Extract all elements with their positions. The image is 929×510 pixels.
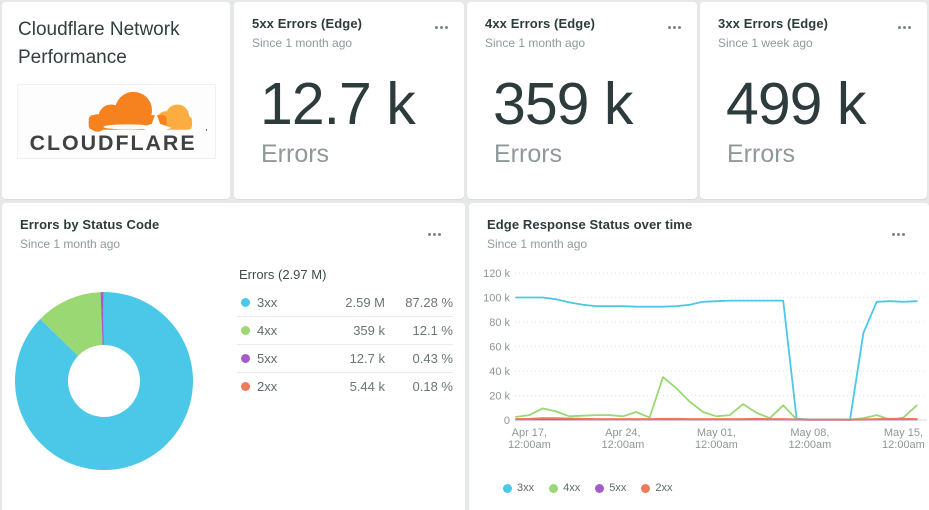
metric-value: 359 k	[493, 71, 633, 137]
x-axis-tick-label: Apr 24, 12:00am	[601, 427, 644, 451]
donut-slice-2xx[interactable]	[102, 292, 104, 346]
metric-card-5xx: 5xx Errors (Edge) Since 1 month ago 12.7…	[234, 2, 464, 199]
errors-by-status-card: Errors by Status Code Since 1 month ago …	[2, 203, 465, 510]
card-title: 5xx Errors (Edge)	[252, 16, 363, 31]
y-axis-tick-label: 0	[504, 415, 510, 427]
header-card: Cloudflare Network Performance CLOUDFLAR…	[2, 2, 230, 199]
facet-value: 5.44 k	[349, 379, 385, 394]
series-line-3xx[interactable]	[515, 296, 918, 421]
x-axis-tick-label: May 01, 12:00am	[695, 427, 738, 451]
logo-wordmark: CLOUDFLARE	[30, 131, 197, 155]
facet-row-5xx[interactable]: 5xx 12.7 k 0.43 %	[237, 344, 453, 372]
logo-trademark: '	[206, 128, 208, 138]
y-axis-tick-label: 20 k	[489, 391, 510, 403]
facet-value: 12.7 k	[349, 351, 385, 366]
facet-label: 2xx	[257, 379, 278, 394]
facet-color-dot	[241, 354, 250, 363]
facet-row-4xx[interactable]: 4xx 359 k 12.1 %	[237, 316, 453, 344]
cloudflare-logo: CLOUDFLARE '	[17, 84, 216, 159]
card-title: 4xx Errors (Edge)	[485, 16, 596, 31]
y-axis-tick-label: 100 k	[483, 293, 510, 305]
legend-label: 4xx	[563, 482, 581, 494]
card-menu-icon[interactable]	[664, 22, 685, 33]
metric-card-3xx: 3xx Errors (Edge) Since 1 week ago 499 k…	[700, 2, 927, 199]
facet-color-dot	[241, 326, 250, 335]
metric-unit: Errors	[494, 140, 563, 168]
legend-item-5xx[interactable]: 5xx	[595, 482, 626, 494]
y-axis-tick-label: 120 k	[483, 268, 510, 280]
facet-label: 3xx	[257, 294, 278, 310]
facet-percent: 12.1 %	[412, 323, 453, 338]
legend-item-3xx[interactable]: 3xx	[503, 482, 534, 494]
x-axis-tick-label: Apr 17, 12:00am	[508, 427, 551, 451]
x-axis-tick-label: May 15, 12:00am	[882, 427, 925, 451]
line-chart-legend: 3xx 4xx 5xx 2xx	[503, 482, 673, 494]
donut-slice-3xx[interactable]	[15, 292, 194, 470]
card-subtitle: Since 1 month ago	[20, 237, 121, 251]
donut-chart[interactable]	[11, 288, 197, 474]
card-subtitle: Since 1 month ago	[487, 237, 588, 251]
line-chart[interactable]: 120 k 100 k 80 k 60 k 40 k 20 k 0 Apr 17, 12:00…	[469, 263, 929, 463]
legend-color-dot	[549, 483, 559, 493]
facet-percent: 0.43 %	[412, 351, 453, 366]
facet-color-dot	[241, 382, 250, 391]
card-subtitle: Since 1 month ago	[252, 36, 353, 50]
card-title: Errors by Status Code	[20, 217, 160, 232]
facet-table-rows: 3xx 2.59 M 87.28 % 4xx 359 k 12.1 % 5xx …	[237, 288, 453, 400]
facet-label: 5xx	[257, 351, 278, 366]
card-title: Edge Response Status over time	[487, 217, 693, 232]
donut-slice-4xx[interactable]	[40, 292, 103, 356]
facet-value: 359 k	[353, 323, 385, 338]
legend-item-2xx[interactable]: 2xx	[641, 482, 673, 494]
card-title: 3xx Errors (Edge)	[718, 16, 829, 31]
edge-response-status-card: Edge Response Status over time Since 1 m…	[469, 203, 929, 510]
legend-color-dot	[641, 483, 651, 493]
y-axis-tick-label: 80 k	[489, 317, 510, 329]
metric-unit: Errors	[727, 140, 796, 168]
legend-label: 2xx	[655, 482, 673, 494]
logo-star-icon	[140, 112, 172, 144]
facet-color-dot	[241, 297, 250, 307]
facet-label: 4xx	[257, 323, 278, 338]
donut-slice-5xx[interactable]	[100, 292, 104, 346]
dashboard-title: Cloudflare Network Performance	[18, 19, 180, 68]
facet-percent: 0.18 %	[412, 379, 453, 394]
card-menu-icon[interactable]	[431, 22, 452, 33]
card-subtitle: Since 1 week ago	[718, 36, 813, 50]
legend-label: 5xx	[609, 482, 627, 494]
x-axis-tick-label: May 08, 12:00am	[789, 427, 832, 451]
series-line-4xx[interactable]	[515, 376, 918, 421]
legend-color-dot	[503, 483, 512, 493]
card-subtitle: Since 1 month ago	[485, 36, 586, 50]
facet-table-header: Errors (2.97 M)	[239, 267, 327, 282]
metric-card-4xx: 4xx Errors (Edge) Since 1 month ago 359 …	[467, 2, 697, 199]
metric-unit: Errors	[261, 140, 330, 168]
facet-value: 2.59 M	[345, 294, 385, 310]
facet-row-2xx[interactable]: 2xx 5.44 k 0.18 %	[237, 372, 453, 400]
y-axis-tick-label: 40 k	[489, 366, 510, 378]
y-axis-tick-label: 60 k	[489, 342, 510, 354]
card-menu-icon[interactable]	[888, 229, 909, 240]
metric-value: 12.7 k	[260, 71, 416, 137]
cloudflare-logo-image: CLOUDFLARE '	[30, 91, 208, 155]
facet-row-3xx[interactable]: 3xx 2.59 M 87.28 %	[237, 288, 453, 316]
legend-color-dot	[595, 483, 605, 493]
card-menu-icon[interactable]	[894, 22, 915, 33]
logo-swoosh	[103, 124, 153, 130]
card-menu-icon[interactable]	[424, 229, 445, 240]
legend-item-4xx[interactable]: 4xx	[549, 482, 580, 494]
metric-value: 499 k	[726, 71, 866, 137]
facet-table: Errors (2.97 M) 3xx 2.59 M 87.28 % 4xx 3…	[237, 267, 453, 400]
series-line-2xx[interactable]	[515, 417, 918, 421]
facet-percent: 87.28 %	[405, 294, 453, 310]
legend-label: 3xx	[517, 482, 535, 494]
